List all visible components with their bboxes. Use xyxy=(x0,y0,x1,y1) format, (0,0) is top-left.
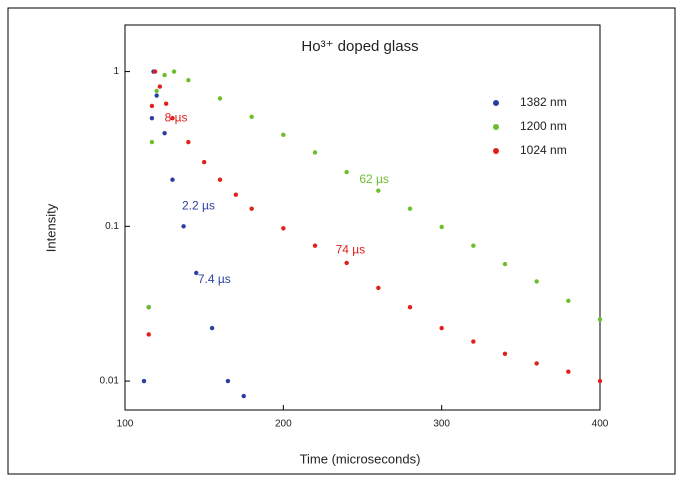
x-tick-label: 400 xyxy=(592,419,609,430)
y-tick-label: 0.1 xyxy=(105,221,119,232)
data-point xyxy=(312,150,318,155)
plot-area xyxy=(124,24,601,411)
data-point xyxy=(186,139,191,145)
annotation: 7.4 µs xyxy=(198,272,231,286)
data-point xyxy=(170,115,175,121)
data-point xyxy=(471,243,476,248)
annotation: 2.2 µs xyxy=(182,198,215,212)
data-point xyxy=(502,261,508,267)
data-point xyxy=(149,139,155,145)
data-point xyxy=(407,305,413,310)
data-point xyxy=(344,169,349,175)
x-tick-label: 200 xyxy=(275,419,292,430)
data-point xyxy=(376,188,381,193)
x-axis-label: Time (microseconds) xyxy=(300,451,421,466)
legend-label: 1200 nm xyxy=(520,119,567,133)
x-tick-label: 100 xyxy=(117,419,134,430)
chart-title: Ho³⁺ doped glass xyxy=(301,38,418,55)
data-point xyxy=(249,206,254,211)
annotation: 8 µs xyxy=(165,110,188,124)
data-point xyxy=(376,285,381,291)
data-point xyxy=(186,77,191,83)
data-point xyxy=(149,103,155,109)
data-point xyxy=(217,96,223,101)
annotation: 74 µs xyxy=(336,242,366,256)
data-point xyxy=(241,393,246,399)
data-point xyxy=(149,115,155,121)
data-point xyxy=(141,378,147,384)
data-point xyxy=(281,226,286,231)
data-point xyxy=(209,325,215,331)
legend-marker xyxy=(493,124,499,130)
data-point xyxy=(566,369,571,374)
data-point xyxy=(194,270,199,276)
data-point xyxy=(471,339,476,344)
frame xyxy=(7,7,676,475)
data-point xyxy=(312,243,318,248)
data-point xyxy=(154,93,159,98)
data-point xyxy=(597,317,603,322)
data-point xyxy=(170,177,175,182)
data-point xyxy=(439,325,444,331)
data-point xyxy=(162,72,167,78)
data-point xyxy=(217,177,223,182)
y-tick-label: 0.01 xyxy=(100,376,120,387)
annotation: 62 µs xyxy=(359,172,389,186)
legend-label: 1382 nm xyxy=(520,95,567,109)
data-point xyxy=(534,361,539,366)
data-point xyxy=(146,332,151,337)
y-tick-label: 1 xyxy=(113,66,119,77)
y-axis-label: Intensity xyxy=(43,203,58,252)
data-point xyxy=(534,279,539,284)
data-point xyxy=(233,192,239,197)
x-tick-label: 300 xyxy=(433,419,450,430)
data-point xyxy=(597,378,603,384)
legend-label: 1024 nm xyxy=(520,143,567,157)
data-point xyxy=(249,114,254,120)
data-point xyxy=(181,224,186,229)
data-point xyxy=(157,84,163,89)
data-point xyxy=(407,206,413,211)
data-point xyxy=(146,305,151,310)
legend-marker xyxy=(493,148,499,154)
data-point xyxy=(152,69,158,74)
data-point xyxy=(281,132,286,138)
data-point xyxy=(344,260,349,266)
data-point xyxy=(502,351,508,357)
data-point xyxy=(225,378,231,384)
data-point xyxy=(162,130,167,136)
data-point xyxy=(163,101,169,106)
data-point xyxy=(201,159,207,165)
data-point xyxy=(566,298,571,304)
legend-marker xyxy=(493,100,499,106)
data-point xyxy=(171,69,177,74)
data-point xyxy=(439,224,444,230)
data-point xyxy=(154,88,159,94)
